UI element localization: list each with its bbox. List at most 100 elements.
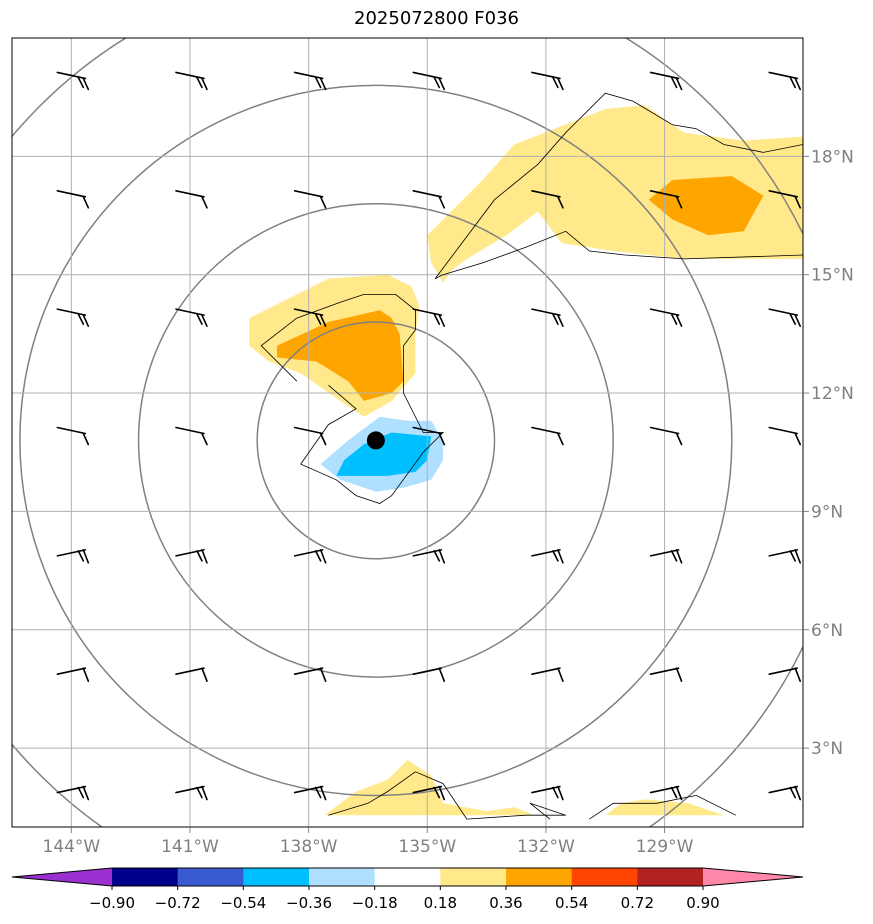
colorbar-tick-label-8: 0.72: [621, 894, 654, 912]
wind-barb: [175, 426, 208, 446]
colorbar-extend-high: [703, 868, 803, 886]
wind-barb: [412, 549, 446, 564]
shaded-region-0: [427, 105, 803, 283]
wind-barb: [649, 667, 683, 683]
wind-barbs: [56, 71, 802, 801]
colorbar-segment-2: [177, 868, 244, 886]
wind-barb: [175, 308, 208, 327]
wind-barb: [175, 549, 208, 564]
y-tick-label-3: 12°N: [811, 384, 854, 404]
wind-barb: [412, 785, 446, 801]
wind-barb: [768, 308, 802, 327]
wind-barb: [649, 426, 683, 446]
colorbar: −0.90 −0.72 −0.54 −0.36 −0.18 0.18 0.36 0.54 0.7…: [11, 867, 804, 912]
wind-barb: [293, 667, 327, 683]
chart-title: 2025072800 F036: [354, 8, 519, 29]
colorbar-segment-9: [637, 868, 704, 886]
colorbar-extend-low: [12, 868, 112, 886]
colorbar-tick-label-6: 0.36: [489, 894, 522, 912]
wind-barb: [175, 667, 208, 683]
wind-barb: [293, 426, 327, 446]
x-tick-label-2: 138°W: [280, 837, 338, 857]
x-tick-label-5: 129°W: [636, 837, 694, 857]
wind-barb: [412, 426, 446, 446]
colorbar-segment-7: [506, 868, 573, 886]
wind-barb: [649, 785, 683, 801]
colorbar-segment-4: [309, 868, 376, 886]
wind-barb: [293, 549, 327, 564]
colorbar-segment-1: [112, 868, 179, 886]
wind-barb: [175, 785, 208, 801]
colorbar-tick-label-9: 0.90: [686, 894, 719, 912]
wind-barb: [56, 549, 90, 564]
contour-line-0: [434, 92, 803, 279]
wind-barb: [412, 190, 446, 209]
wind-barb: [412, 71, 446, 91]
colorbar-tick-label-1: −0.72: [155, 894, 201, 912]
y-tick-label-1: 6°N: [811, 621, 843, 641]
range-ring-2: [19, 84, 733, 797]
wind-barb: [175, 190, 208, 209]
wind-barb: [175, 71, 208, 91]
colorbar-segment-8: [571, 868, 638, 886]
shaded-region-1: [648, 176, 764, 236]
wind-barb: [293, 308, 327, 327]
wind-barb: [649, 308, 683, 327]
wind-barb: [56, 308, 90, 327]
wind-barb: [649, 71, 683, 91]
colorbar-tick-label-2: −0.54: [220, 894, 266, 912]
center-marker-group: [366, 431, 385, 450]
wind-barb: [768, 549, 802, 564]
wind-barb: [412, 308, 446, 327]
colorbar-tick-label-3: −0.36: [286, 894, 332, 912]
wind-barb: [412, 667, 446, 683]
wind-barb: [768, 667, 802, 683]
wind-barb: [56, 190, 90, 209]
colorbar-tick-label-4: −0.18: [352, 894, 398, 912]
x-tick-label-3: 135°W: [398, 837, 456, 857]
wind-barb: [56, 426, 90, 446]
x-tick-label-4: 132°W: [517, 837, 575, 857]
wind-barb: [293, 71, 327, 91]
wind-barb: [293, 785, 327, 801]
contour-line-2: [260, 293, 445, 504]
wind-barb: [768, 785, 802, 801]
colorbar-tick-label-5: 0.18: [424, 894, 457, 912]
gridlines: [12, 38, 803, 827]
shaded-region-6: [324, 759, 535, 816]
wind-barb: [56, 667, 90, 683]
wind-barb: [531, 785, 564, 801]
contour-lines: [260, 92, 803, 820]
x-axis-ticks: 144°W 141°W 138°W 135°W 132°W 129°W: [42, 827, 694, 857]
wind-barb: [649, 549, 683, 564]
wind-barb: [531, 71, 564, 91]
y-axis-ticks: 3°N 6°N 9°N 12°N 15°N 18°N: [803, 147, 854, 759]
y-tick-label-5: 18°N: [811, 147, 854, 167]
wind-barb: [531, 426, 564, 446]
wind-barb: [531, 667, 564, 683]
colorbar-segment-3: [243, 868, 310, 886]
y-tick-label-4: 15°N: [811, 266, 854, 286]
plot-frame: [11, 37, 804, 828]
contour-line-4: [589, 794, 736, 820]
shaded-region-5: [336, 432, 432, 476]
y-tick-label-0: 3°N: [811, 739, 843, 759]
colorbar-segment-6: [440, 868, 507, 886]
colorbar-tick-label-7: 0.54: [555, 894, 588, 912]
wind-barb: [293, 190, 327, 209]
wind-barb: [56, 785, 90, 801]
range-ring-1: [137, 202, 614, 678]
shaded-regions: [249, 105, 803, 816]
center-marker: [366, 431, 385, 450]
contour-line-1: [435, 230, 803, 279]
colorbar-tick-label-0: −0.90: [89, 894, 135, 912]
y-tick-label-2: 9°N: [811, 502, 843, 522]
wind-barb: [531, 190, 564, 209]
wind-barb: [649, 190, 683, 209]
wind-barb: [768, 190, 802, 209]
wind-barb: [531, 549, 564, 564]
x-tick-label-1: 141°W: [161, 837, 219, 857]
wind-barb: [768, 71, 802, 91]
wind-barb: [56, 71, 90, 91]
